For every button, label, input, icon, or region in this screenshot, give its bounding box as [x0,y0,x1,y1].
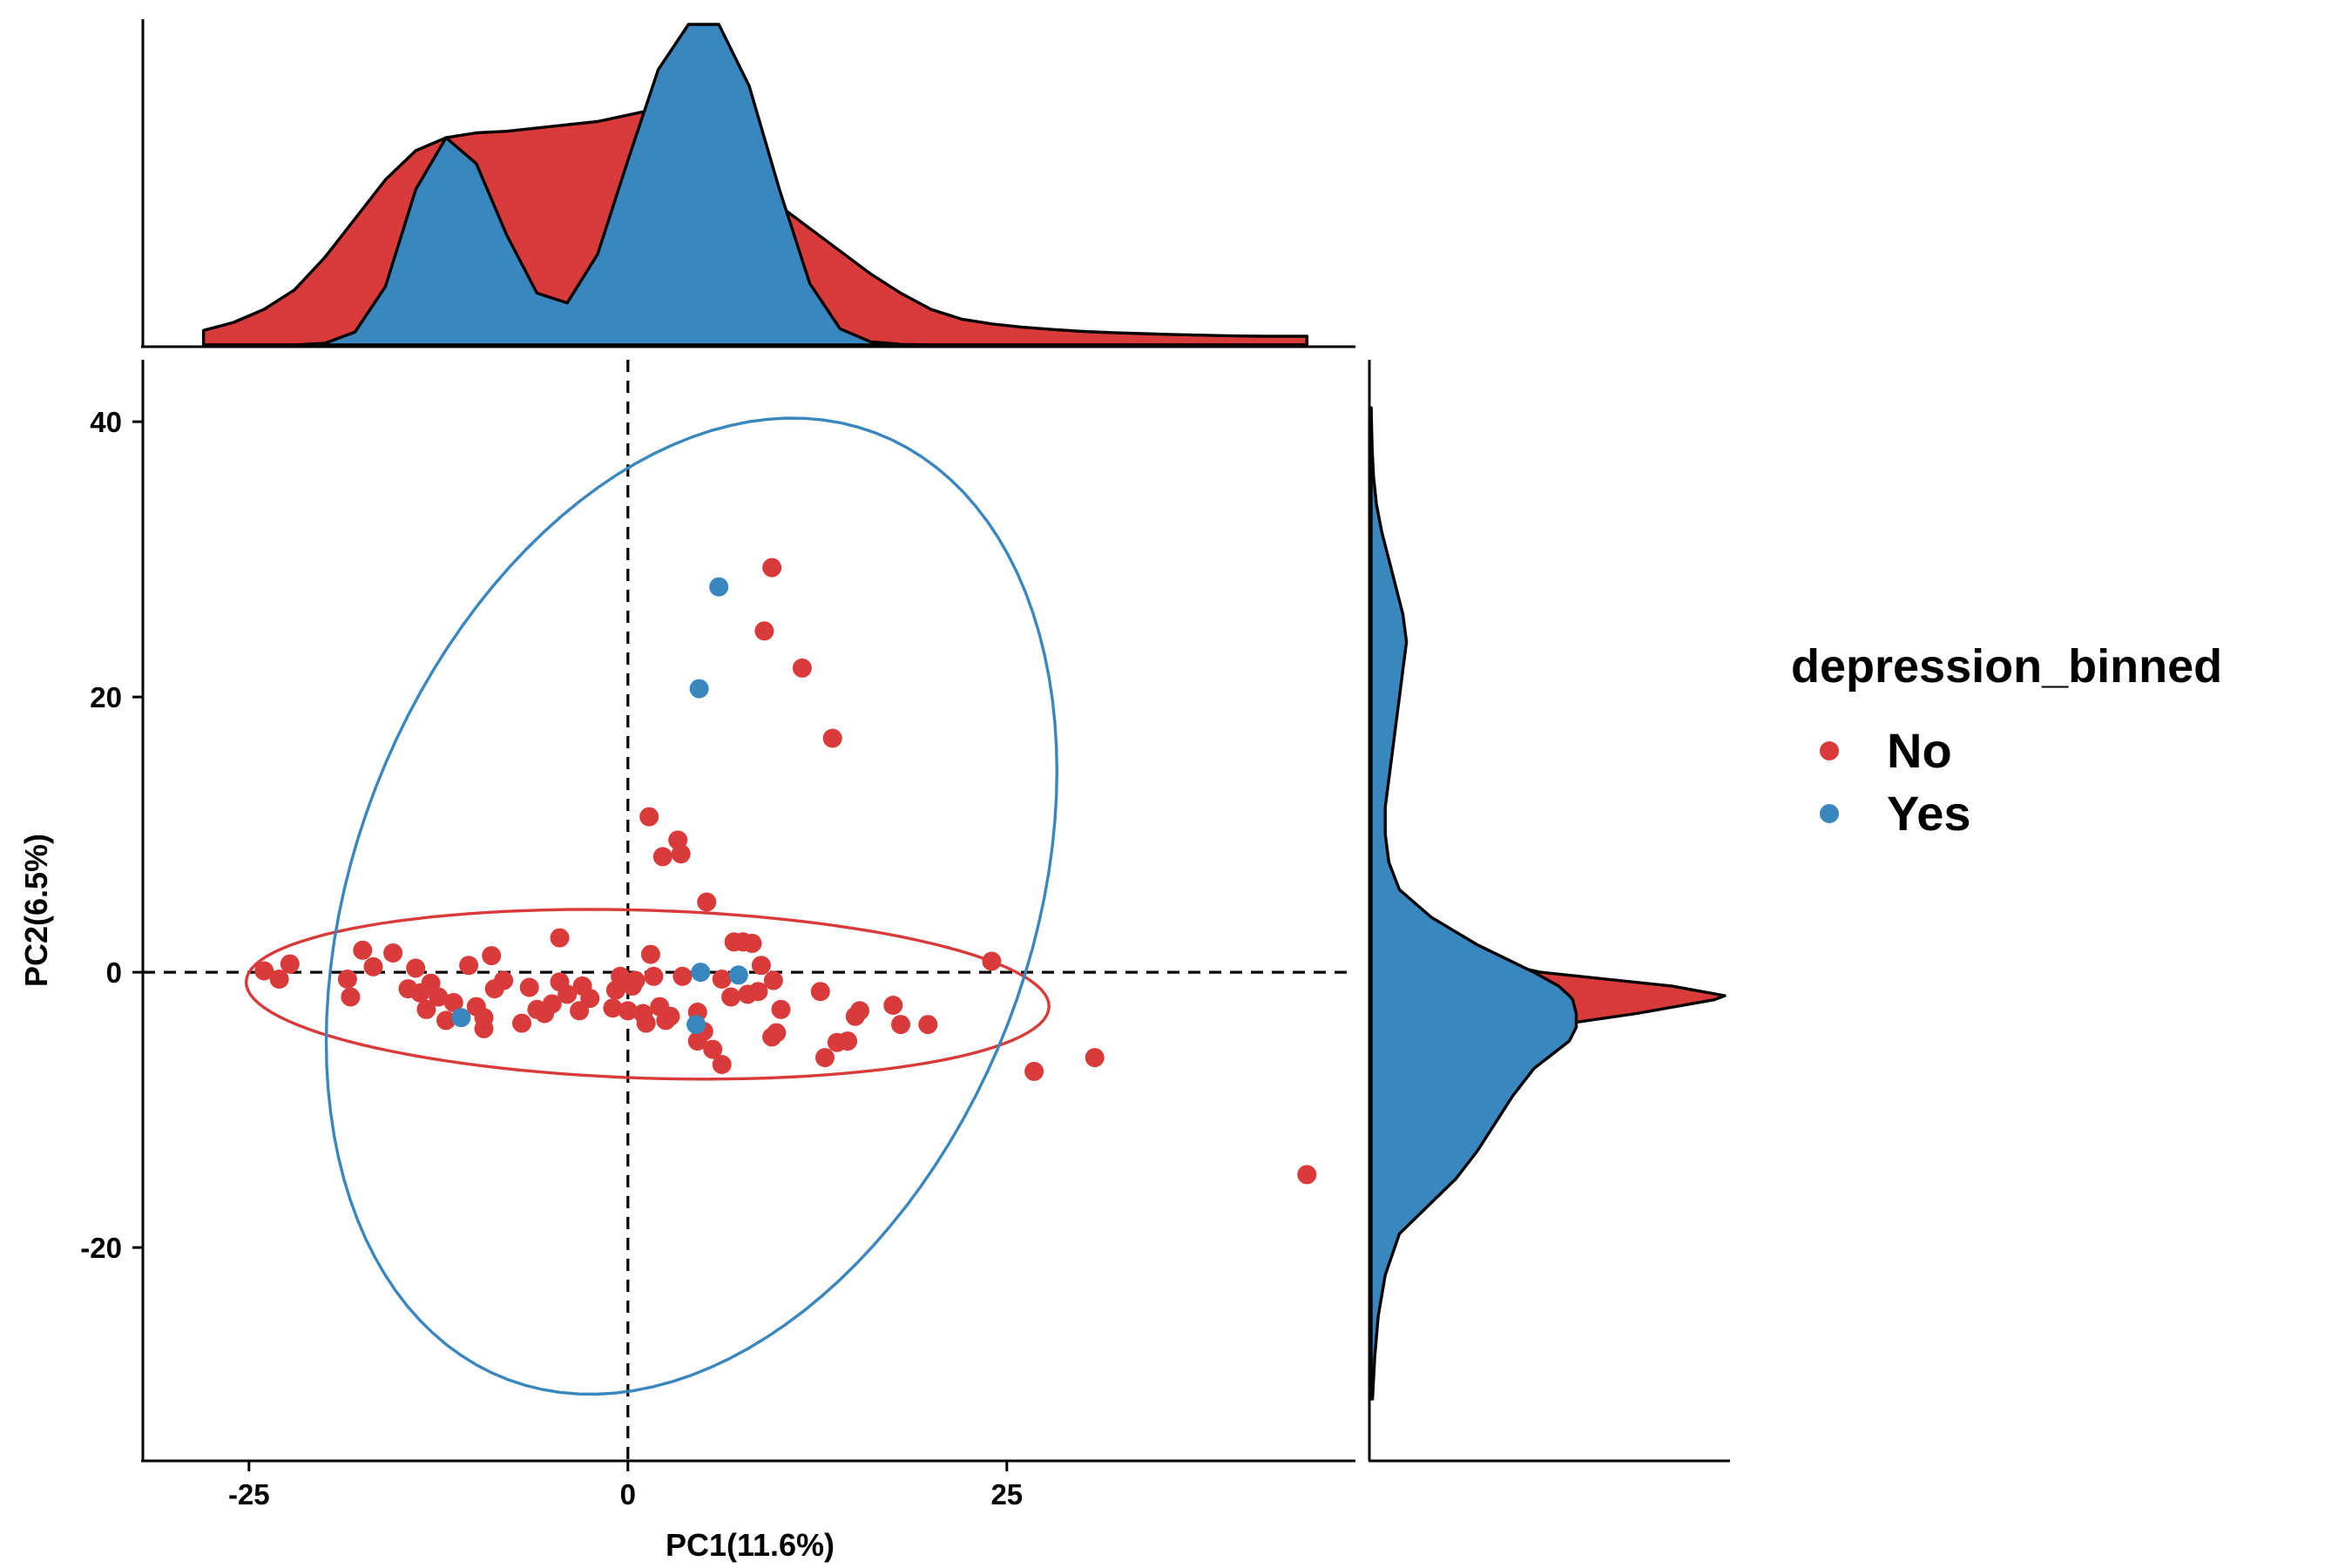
point-no [712,970,732,989]
point-no [762,558,782,578]
point-yes [709,577,729,597]
point-no [363,956,383,977]
point-no [459,956,479,976]
point-no [644,966,664,986]
pc2-marginal-density [1369,406,1727,1401]
point-no [383,943,403,963]
legend-key-yes [1820,804,1839,823]
point-no [1024,1061,1044,1081]
point-no [751,956,771,976]
point-no [494,970,514,990]
point-no [742,933,762,953]
point-no [721,987,741,1007]
point-yes [451,1008,471,1028]
point-no [618,1001,638,1021]
point-no [891,1015,910,1035]
point-no [341,987,361,1007]
point-no [815,1048,835,1068]
point-no [712,1055,732,1074]
point-no [436,1010,456,1031]
point-no [353,940,373,960]
point-no [280,954,300,974]
y-tick-label: 40 [90,406,122,438]
point-no [474,1018,494,1038]
point-no [1297,1165,1317,1185]
point-no [542,994,562,1014]
point-no [883,996,903,1015]
point-no [982,951,1002,971]
point-no [640,944,660,964]
point-no [519,977,539,997]
reference-lines [143,360,1355,1461]
pc1-marginal-density [201,23,1308,347]
y-axis-title: PC2(6.5%) [18,834,54,987]
point-no [512,1013,531,1033]
legend-title: depression_binned [1791,640,2222,693]
point-no [482,946,502,966]
point-no [703,1039,723,1059]
point-no [767,1023,787,1043]
point-no [603,998,623,1018]
point-no [558,984,578,1004]
point-no [838,1031,858,1051]
point-no [429,987,449,1007]
point-yes [689,679,709,699]
legend: depression_binned No Yes [1791,640,2222,841]
density-pc1-yes [201,23,1308,347]
legend-label-no: No [1887,723,1952,778]
point-no [697,892,717,912]
point-no [416,999,436,1019]
point-no [672,966,693,986]
point-no [1085,1048,1105,1068]
point-no [822,728,842,748]
x-tick-label: 0 [620,1478,636,1511]
x-tick-label: 25 [990,1478,1023,1511]
point-no [660,1006,680,1026]
point-no [639,807,659,827]
point-no [406,958,426,978]
point-no [550,928,570,948]
pca-scatter-panel: -25 0 25 -20 0 20 40 PC1(11.6%) PC2(6.5%) [18,360,1355,1563]
x-axis-ticks: -25 0 25 [228,1461,1023,1511]
point-no [771,999,791,1019]
point-no [918,1015,938,1035]
point-no [625,970,645,990]
point-no [748,982,768,1002]
point-no [580,989,600,1009]
point-no [850,1001,869,1021]
data-points [254,558,1317,1185]
ellipse-no [244,908,1051,1081]
y-tick-label: 0 [106,956,122,989]
point-yes [728,965,748,985]
point-no [337,970,357,989]
point-no [652,847,672,867]
point-no [671,844,691,864]
legend-key-no [1820,741,1839,760]
ellipse-yes [324,416,1059,1396]
point-no [792,658,812,678]
x-axis-title: PC1(11.6%) [666,1527,835,1563]
point-yes [691,963,711,983]
point-no [443,992,463,1012]
point-no [754,621,774,641]
point-no [636,1013,656,1033]
point-no [269,970,289,989]
density-pc2-no [1369,406,1727,1401]
confidence-ellipses [244,416,1059,1396]
legend-items: No Yes [1820,723,1971,841]
y-axis-ticks: -20 0 20 40 [80,406,143,1264]
y-tick-label: -20 [80,1232,122,1264]
point-no [763,970,783,990]
point-no [254,961,274,981]
point-no [810,982,830,1002]
legend-label-yes: Yes [1887,786,1971,841]
x-tick-label: -25 [228,1478,270,1511]
point-yes [686,1015,706,1035]
density-pc2-yes [1369,406,1578,1401]
y-tick-label: 20 [90,681,122,713]
